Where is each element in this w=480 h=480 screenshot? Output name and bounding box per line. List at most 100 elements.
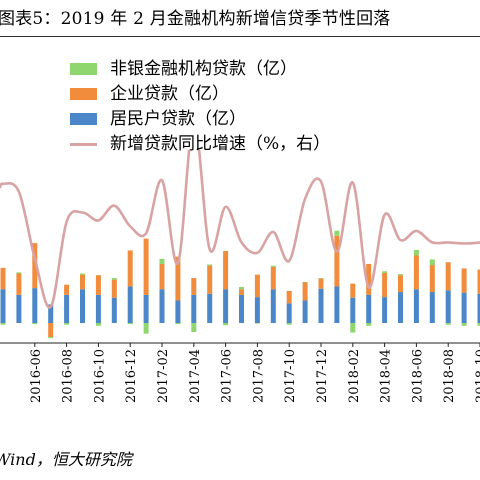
- legend-swatch-nonbank: [70, 63, 97, 75]
- bar-nonbank-2017-07: [239, 287, 244, 290]
- bar-nonbank-2017-11: [302, 281, 308, 283]
- bar-household-2018-08: [445, 290, 451, 324]
- bar-corporate-2018-07: [429, 265, 435, 293]
- bar-corporate-2017-04: [191, 278, 197, 295]
- bar-nonbank-2018-05: [398, 274, 403, 276]
- x-tick-label-2016-08: 2016-08: [61, 349, 76, 403]
- bar-nonbank-2017-04: [191, 323, 197, 332]
- legend-label-household: 居民户贷款（亿）: [110, 109, 246, 129]
- bar-nonbank-2016-05: [16, 272, 22, 274]
- legend-label-corporate: 企业贷款（亿）: [110, 84, 229, 104]
- bar-nonbank-2018-06: [413, 249, 419, 256]
- bar-household-2018-03: [366, 294, 372, 324]
- bar-nonbank-2017-05: [207, 264, 213, 266]
- bar-household-2017-06: [223, 289, 229, 323]
- bar-corporate-2016-06: [32, 243, 38, 289]
- bar-corporate-2017-06: [223, 251, 229, 290]
- bar-nonbank-2016-12: [127, 323, 133, 325]
- bar-corporate-2017-08: [254, 274, 260, 298]
- growth-rate-line: [0, 150, 480, 309]
- bar-household-2016-12: [127, 286, 133, 323]
- bar-corporate-2016-09: [80, 274, 85, 290]
- bar-household-2018-10: [477, 293, 480, 323]
- bar-nonbank-2017-08: [254, 323, 260, 324]
- bar-household-2017-09: [270, 289, 276, 323]
- bar-nonbank-2018-08: [445, 323, 451, 325]
- x-tick-label-2016-10: 2016-10: [92, 349, 107, 403]
- x-tick-label-2018-06: 2018-06: [410, 349, 425, 403]
- bar-household-2016-06: [32, 288, 38, 324]
- bar-corporate-2017-07: [239, 289, 244, 295]
- bar-corporate-2016-11: [111, 279, 117, 298]
- bar-nonbank-2018-03: [366, 323, 372, 326]
- bar-household-2016-04: [0, 289, 6, 323]
- bar-nonbank-2017-02: [159, 258, 165, 264]
- legend-swatch-household: [70, 113, 97, 125]
- bar-household-2017-01: [143, 294, 149, 324]
- bar-corporate-2018-08: [445, 262, 451, 291]
- bar-corporate-2018-09: [461, 268, 467, 293]
- bar-nonbank-2018-07: [429, 259, 435, 266]
- bar-corporate-2017-01: [143, 238, 149, 295]
- chart-plot: 2016-06 2016-08 2016-10 2016-12 2017-02 2017-…: [0, 150, 480, 403]
- bar-nonbank-2016-11: [111, 278, 117, 280]
- bar-nonbank-2018-01: [334, 230, 340, 236]
- legend-swatch-corporate: [70, 88, 97, 100]
- bar-corporate-2018-01: [334, 235, 340, 287]
- bar-household-2016-05: [16, 294, 22, 324]
- bar-nonbank-2017-12: [318, 278, 324, 279]
- bar-corporate-2018-06: [413, 255, 419, 290]
- bar-corporate-2018-04: [382, 272, 388, 298]
- line-layer: [0, 150, 480, 309]
- bar-corporate-2017-03: [175, 256, 181, 301]
- bar-household-2016-10: [95, 294, 101, 324]
- title-divider: [0, 36, 480, 37]
- bar-nonbank-2016-07: [48, 337, 54, 339]
- bar-household-2016-08: [64, 294, 70, 324]
- bar-nonbank-2018-04: [382, 271, 388, 273]
- x-tick-label-2017-10: 2017-10: [283, 349, 298, 403]
- bar-nonbank-2016-10: [95, 323, 101, 326]
- bar-nonbank-2017-03: [175, 323, 181, 325]
- bar-household-2016-07: [48, 304, 54, 323]
- bar-household-2017-05: [207, 293, 213, 323]
- bar-corporate-2017-09: [270, 266, 276, 290]
- bar-nonbank-2016-04: [0, 323, 6, 325]
- bar-nonbank-2016-09: [80, 273, 85, 275]
- legend-label-growth: 新增贷款同比增速（%，右）: [110, 134, 331, 154]
- bar-household-2018-07: [429, 292, 435, 323]
- bar-corporate-2017-12: [318, 278, 324, 289]
- bar-corporate-2018-02: [350, 283, 356, 298]
- bar-corporate-2018-10: [477, 269, 480, 294]
- bar-corporate-2016-10: [95, 275, 101, 295]
- bar-nonbank-2017-10: [286, 323, 292, 325]
- bar-household-2017-07: [239, 294, 244, 324]
- legend-label-nonbank: 非银金融机构贷款（亿）: [110, 59, 297, 79]
- bar-household-2016-09: [80, 289, 85, 323]
- bar-corporate-2016-04: [0, 267, 6, 290]
- bar-nonbank-2017-06: [223, 323, 229, 326]
- bar-household-2017-03: [175, 300, 181, 323]
- bar-household-2017-02: [159, 289, 165, 323]
- x-tick-label-2017-04: 2017-04: [188, 349, 203, 403]
- x-tick-label-2016-12: 2016-12: [124, 349, 139, 403]
- bar-corporate-2017-10: [286, 290, 292, 304]
- bar-corporate-2016-05: [16, 273, 22, 295]
- bar-nonbank-2018-09: [461, 323, 467, 326]
- x-tick-label-2018-10: 2018-10: [474, 349, 480, 403]
- x-tick-label-2017-08: 2017-08: [251, 349, 266, 403]
- source-note: Wind，恒大研究院: [0, 450, 132, 469]
- bar-household-2017-08: [254, 297, 260, 324]
- bar-corporate-2016-07: [48, 323, 54, 338]
- x-tick-label-2017-02: 2017-02: [156, 349, 171, 403]
- bar-household-2017-12: [318, 288, 324, 323]
- bar-corporate-2018-05: [398, 275, 403, 293]
- x-tick-label-2018-08: 2018-08: [442, 349, 457, 403]
- bar-household-2018-05: [398, 292, 403, 323]
- bar-household-2018-09: [461, 292, 467, 324]
- chart-title: 图表5：2019 年 2 月金融机构新增信贷季节性回落: [0, 9, 391, 29]
- bar-corporate-2016-08: [64, 284, 70, 295]
- x-axis: 2016-06 2016-08 2016-10 2016-12 2017-02 2017-…: [0, 342, 480, 403]
- bar-corporate-2017-11: [302, 282, 308, 301]
- bar-corporate-2018-03: [366, 263, 372, 295]
